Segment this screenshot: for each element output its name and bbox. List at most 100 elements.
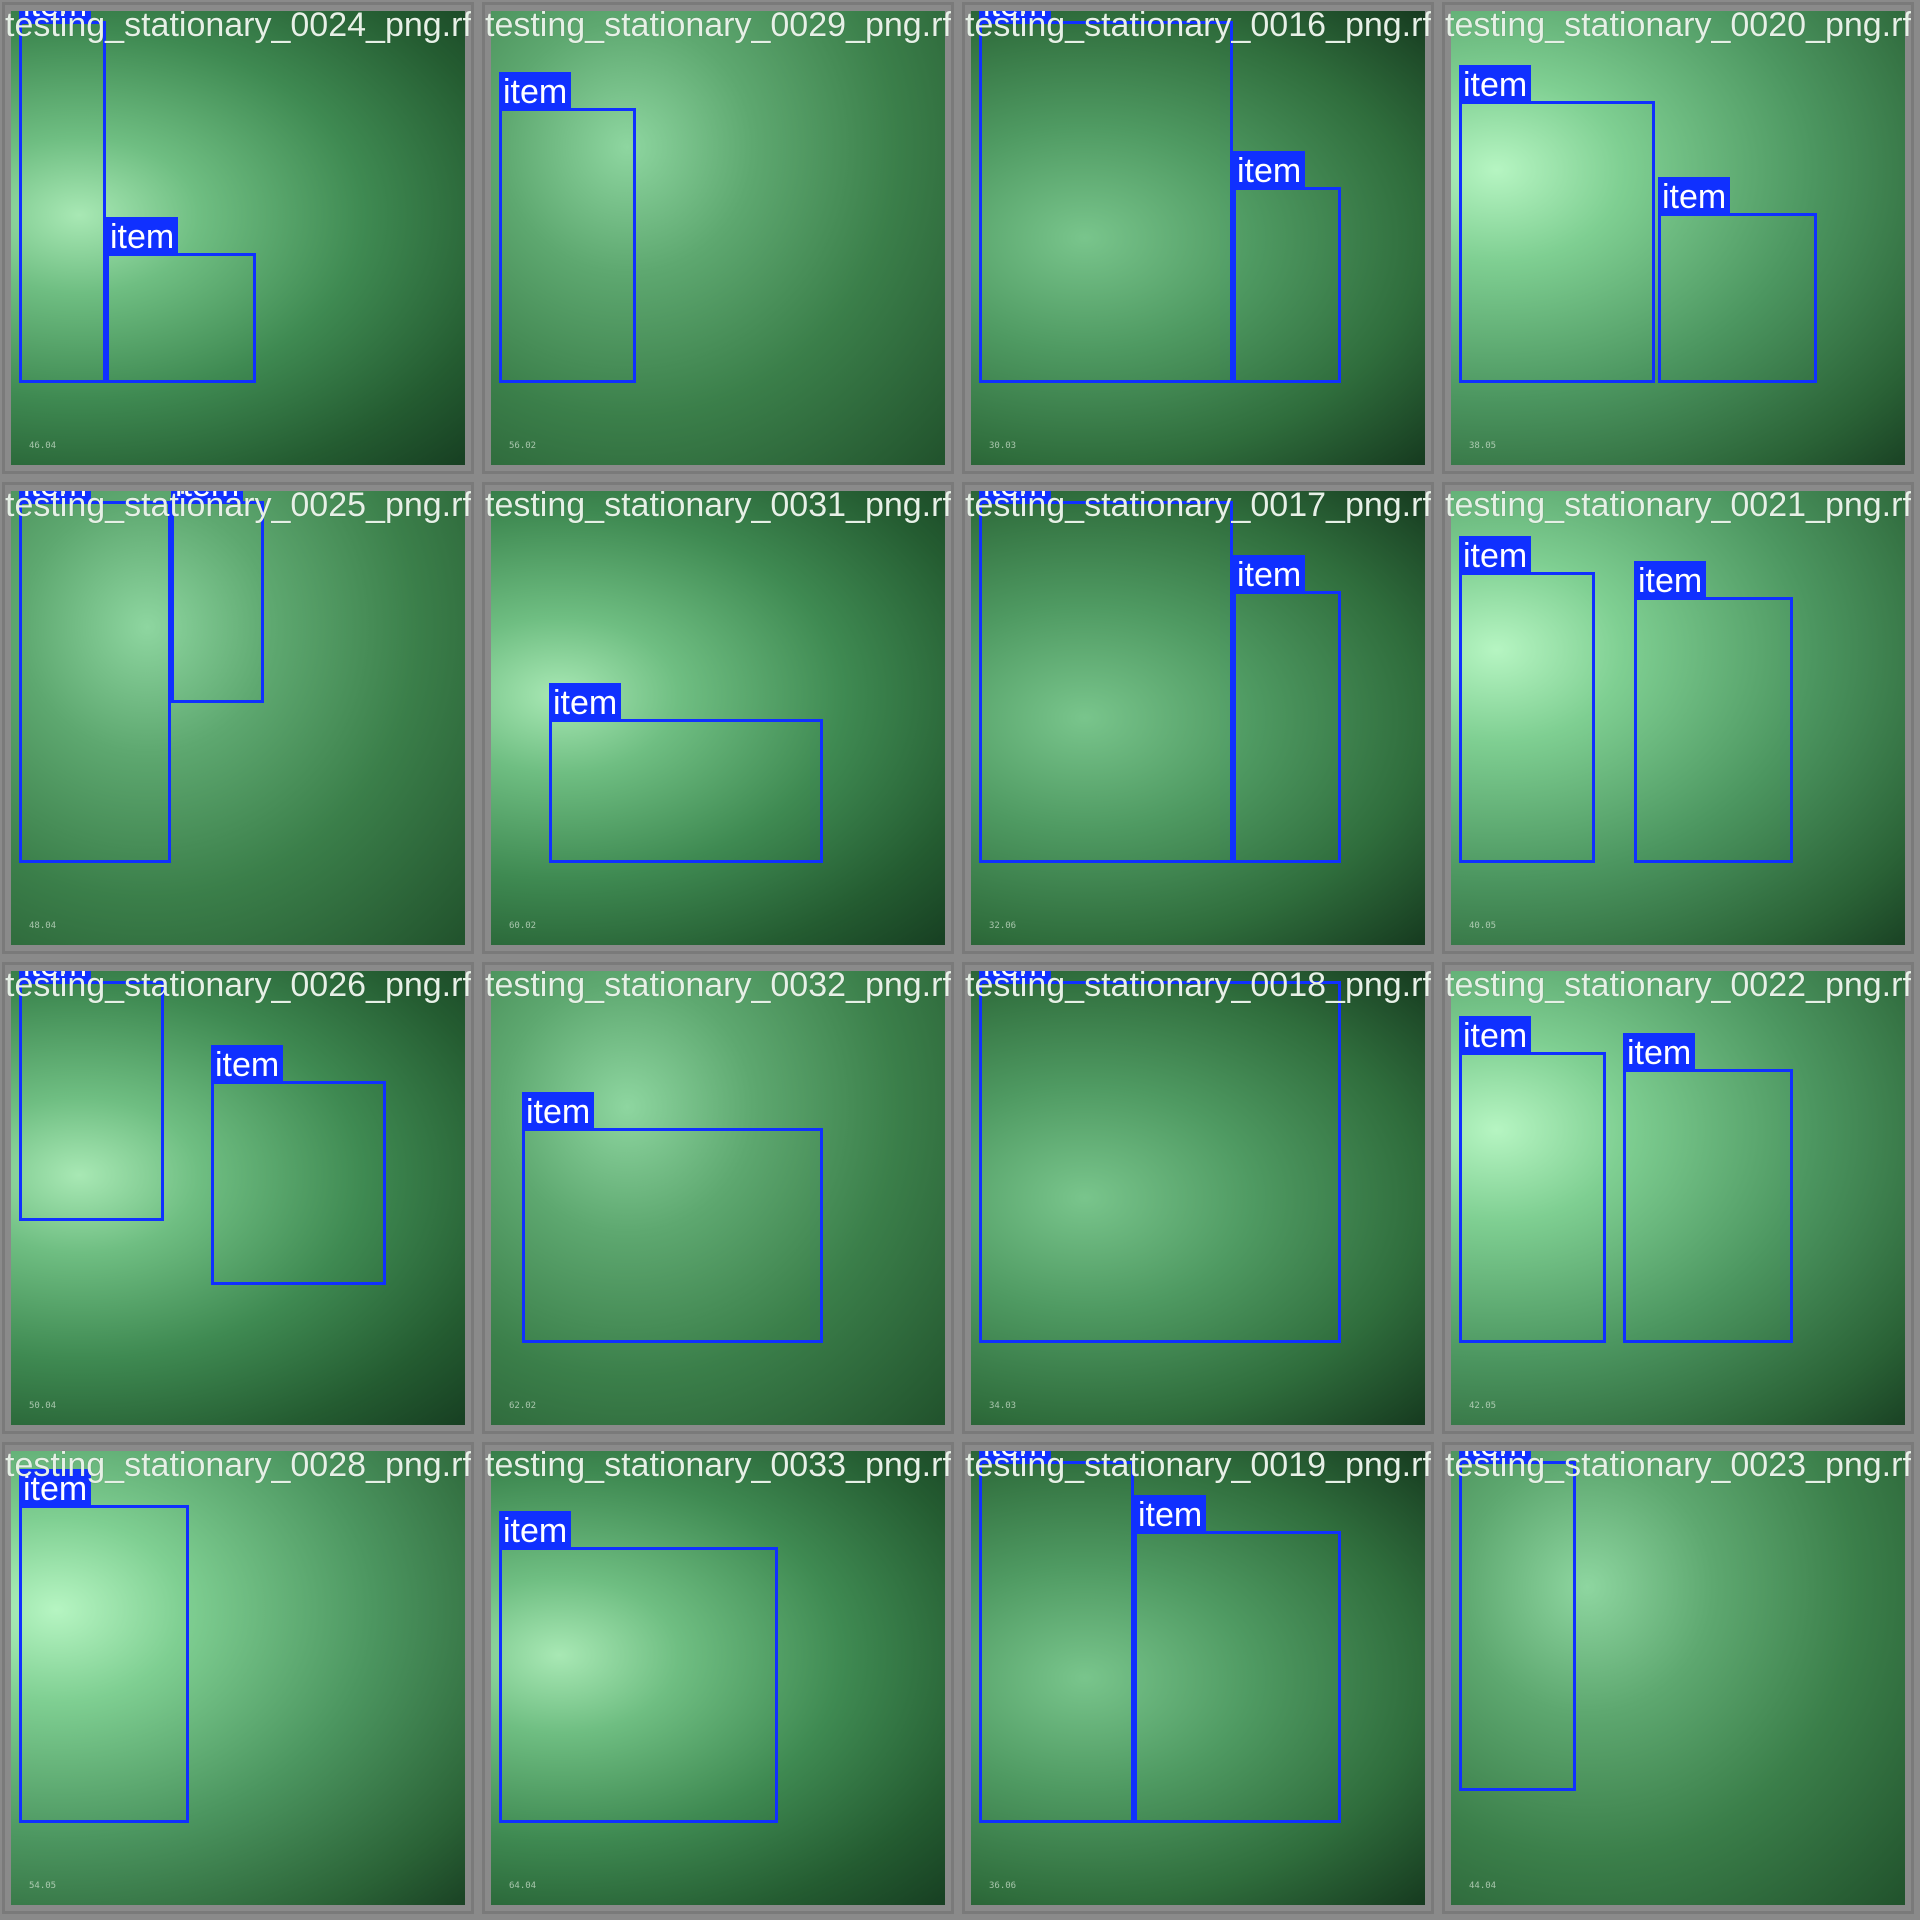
bounding-box: item: [1658, 177, 1817, 383]
bounding-box-label: item: [522, 1092, 595, 1131]
bounding-box: item: [211, 1045, 386, 1285]
image-tile[interactable]: 30.03itemitemtesting_stationary_0016_png…: [962, 2, 1434, 474]
bounding-box: item: [19, 971, 164, 1221]
bounding-box: item: [19, 11, 106, 383]
bounding-box-label: item: [1459, 1016, 1532, 1055]
bounding-box: item: [979, 491, 1233, 863]
tile-timestamp: 30.03: [989, 441, 1017, 451]
tile-timestamp: 48.04: [29, 921, 57, 931]
bounding-box: item: [522, 1092, 823, 1343]
bounding-box-label: item: [19, 1469, 92, 1508]
image-tile[interactable]: 64.04 item testing_stationary_0033_png.rf.…: [482, 1442, 954, 1914]
tile-timestamp: 40.05: [1469, 921, 1497, 931]
bounding-box-label: item: [549, 683, 622, 722]
image-tile[interactable]: 50.04itemitemtesting_stationary_0026_png…: [2, 962, 474, 1434]
image-tile[interactable]: 48.04 item itemtesting_stationary_0025_png…: [2, 482, 474, 954]
image-tile[interactable]: 62.02 item testing_stationary_0032_png.rf.…: [482, 962, 954, 1434]
tile-image: 50.04 item item: [11, 971, 465, 1425]
tile-timestamp: 36.06: [989, 1881, 1017, 1891]
bounding-box: item: [1459, 65, 1655, 383]
bounding-box-label: item: [1459, 65, 1532, 104]
tile-filename: testing_stationary_0017_png.rf.1c7e40: [965, 486, 1432, 524]
bounding-box-label: item: [979, 971, 1052, 984]
image-tile[interactable]: 42.05 item item testing_stationary_0022_png…: [1442, 962, 1914, 1434]
bounding-box: item: [979, 1451, 1134, 1823]
bounding-box: item: [1623, 1033, 1793, 1343]
tile-image: 48.04 item item: [11, 491, 465, 945]
bounding-box-label: item: [1233, 555, 1306, 594]
image-tile[interactable]: 36.06itemitemtesting_stationary_0019_png…: [962, 1442, 1434, 1914]
bounding-box: item: [1459, 1451, 1576, 1791]
bounding-box: item: [549, 683, 823, 863]
tile-timestamp: 64.04: [509, 1881, 537, 1891]
tile-filename: testing_stationary_0021_png.rf.9b24abfa: [1445, 486, 1912, 524]
tile-filename: testing_stationary_0028_png.rf.c65964f4: [5, 1446, 472, 1484]
tile-timestamp: 42.05: [1469, 1401, 1497, 1411]
tile-timestamp: 50.04: [29, 1401, 57, 1411]
tile-timestamp: 38.05: [1469, 441, 1497, 451]
image-tile[interactable]: 38.05 item item testing_stationary_0020_png…: [1442, 2, 1914, 474]
tile-filename: testing_stationary_0018_png.rf.20d8a898: [965, 966, 1432, 1004]
tile-timestamp: 54.05: [29, 1881, 57, 1891]
image-tile[interactable]: 60.02 item testing_stationary_0031_png.rf.…: [482, 482, 954, 954]
image-tile[interactable]: 54.05 itemtesting_stationary_0028_png.rf.…: [2, 1442, 474, 1914]
bounding-box-label: item: [499, 72, 572, 111]
image-tile[interactable]: 34.03 itemtesting_stationary_0018_png.rf.…: [962, 962, 1434, 1434]
bounding-box: item: [19, 491, 171, 863]
bounding-box: item: [1233, 555, 1341, 863]
bounding-box-label: item: [171, 491, 244, 504]
bounding-box: item: [979, 11, 1233, 383]
bounding-box-label: item: [1658, 177, 1731, 216]
tile-image: 54.05 item: [11, 1451, 465, 1905]
tile-filename: testing_stationary_0032_png.rf.1b1139aff: [485, 966, 952, 1004]
bounding-box: item: [171, 491, 264, 703]
bounding-box-label: item: [979, 1451, 1052, 1464]
tile-image: 46.04 item item: [11, 11, 465, 465]
bounding-box-label: item: [1134, 1495, 1207, 1534]
bounding-box-label: item: [1459, 1451, 1532, 1464]
bounding-box-label: item: [1623, 1033, 1696, 1072]
bounding-box: item: [499, 72, 636, 383]
image-tile[interactable]: 46.04itemitemtesting_stationary_0024_png…: [2, 2, 474, 474]
bounding-box-label: item: [499, 1511, 572, 1550]
image-tile[interactable]: 32.06itemitemtesting_stationary_0017_png…: [962, 482, 1434, 954]
tile-filename: testing_stationary_0020_png.rf.5b99e3c1: [1445, 6, 1912, 44]
tile-image: 32.06 item item: [971, 491, 1425, 945]
tile-timestamp: 34.03: [989, 1401, 1017, 1411]
tile-image: 40.05 item item: [1451, 491, 1905, 945]
bounding-box: item: [1459, 536, 1595, 863]
tile-timestamp: 62.02: [509, 1401, 537, 1411]
bounding-box-label: item: [106, 217, 179, 256]
tile-image: 56.02 item: [491, 11, 945, 465]
tile-filename: testing_stationary_0019_png.rf.5d959b6: [965, 1446, 1432, 1484]
tile-timestamp: 56.02: [509, 441, 537, 451]
tile-timestamp: 32.06: [989, 921, 1017, 931]
tile-timestamp: 46.04: [29, 441, 57, 451]
bounding-box-label: item: [979, 491, 1052, 504]
bounding-box: item: [19, 1469, 189, 1823]
tile-timestamp: 44.04: [1469, 1881, 1497, 1891]
tile-image: 36.06 item item: [971, 1451, 1425, 1905]
tile-filename: testing_stationary_0016_png.rf.3dc795b0: [965, 6, 1432, 44]
tile-image: 30.03 item item: [971, 11, 1425, 465]
bounding-box-label: item: [19, 971, 92, 984]
bounding-box: item: [1134, 1495, 1341, 1823]
tile-image: 34.03 item: [971, 971, 1425, 1425]
image-tile[interactable]: 56.02 item testing_stationary_0029_png.rf.…: [482, 2, 954, 474]
image-tile[interactable]: 40.05 item item testing_stationary_0021_png…: [1442, 482, 1914, 954]
bounding-box-label: item: [1459, 536, 1532, 575]
bounding-box-label: item: [1634, 561, 1707, 600]
image-tile[interactable]: 44.04 itemtesting_stationary_0023_png.rf.…: [1442, 1442, 1914, 1914]
bounding-box-label: item: [979, 11, 1052, 24]
tile-filename: testing_stationary_0031_png.rf.54d8da691: [485, 486, 952, 524]
tile-image: 38.05 item item: [1451, 11, 1905, 465]
tile-image: 44.04 item: [1451, 1451, 1905, 1905]
bounding-box: item: [106, 217, 256, 383]
tile-filename: testing_stationary_0033_png.rf.c65964f4: [485, 1446, 952, 1484]
tile-image: 42.05 item item: [1451, 971, 1905, 1425]
bounding-box: item: [1459, 1016, 1606, 1343]
bounding-box: item: [1233, 151, 1341, 383]
tile-image: 60.02 item: [491, 491, 945, 945]
tile-filename: testing_stationary_0024_png.rf.eb6f68580: [5, 6, 472, 44]
tile-filename: testing_stationary_0023_png.rf.6c411c58: [1445, 1446, 1912, 1484]
